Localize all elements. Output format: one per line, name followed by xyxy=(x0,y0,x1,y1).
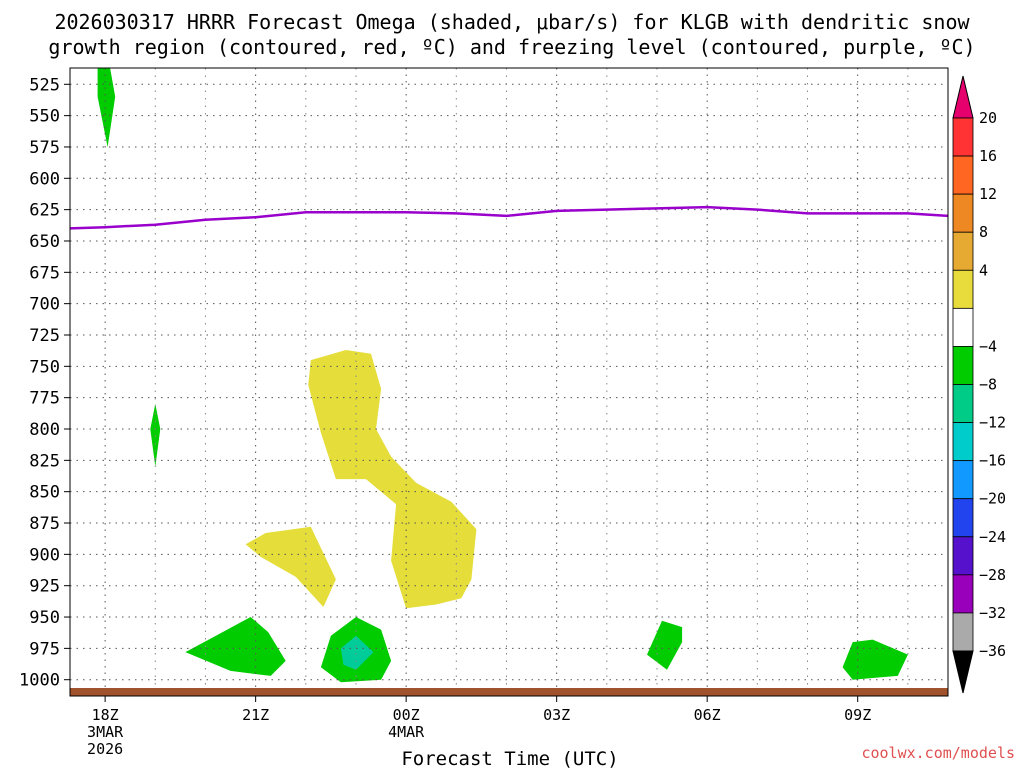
colorbar-segment xyxy=(952,231,974,271)
colorbar-label: 12 xyxy=(979,185,997,203)
colorbar-bottom-arrow xyxy=(952,650,974,694)
plot-frame xyxy=(69,67,949,697)
colorbar-segment xyxy=(952,193,974,233)
ground-strip xyxy=(70,688,948,696)
colorbar-segment xyxy=(952,612,974,652)
colorbar-segment xyxy=(952,498,974,538)
colorbar-label: −12 xyxy=(979,414,1006,432)
colorbar-label: −36 xyxy=(979,642,1006,660)
omega-region-green xyxy=(185,617,286,676)
y-tick-label: 550 xyxy=(29,107,60,127)
colorbar-segment xyxy=(952,536,974,576)
y-tick-label: 575 xyxy=(29,138,60,158)
colorbar-segment xyxy=(952,155,974,195)
colorbar-segment xyxy=(952,422,974,462)
x-tick-label: 03Z xyxy=(543,706,570,724)
colorbar-label: −32 xyxy=(979,604,1006,622)
omega-region-green xyxy=(647,620,683,670)
chart-title-line2: growth region (contoured, red, ºC) and f… xyxy=(48,35,975,59)
y-tick-label: 675 xyxy=(29,263,60,283)
x-tick-label: 21Z xyxy=(242,706,269,724)
x-axis-label: Forecast Time (UTC) xyxy=(401,748,618,768)
x-tick-label: 18Z xyxy=(92,706,119,724)
y-tick-label: 650 xyxy=(29,232,60,252)
colorbar-label: 8 xyxy=(979,223,988,241)
colorbar-label: −4 xyxy=(979,337,997,355)
y-tick-label: 825 xyxy=(29,451,60,471)
colorbar-segment xyxy=(952,269,974,309)
colorbar: 20 16 12 8 4 −4 −8 −12 −16 −20 −24 −28 −32 −36 xyxy=(952,75,1006,694)
colorbar-label: 16 xyxy=(979,147,997,165)
y-tick-label: 850 xyxy=(29,483,60,503)
omega-region-green xyxy=(842,639,908,680)
colorbar-label: −16 xyxy=(979,452,1006,470)
omega-region-teal xyxy=(340,635,374,670)
y-tick-label: 725 xyxy=(29,326,60,346)
colorbar-segment xyxy=(952,307,974,347)
colorbar-segment xyxy=(952,574,974,614)
y-tick-label: 875 xyxy=(29,514,60,534)
colorbar-segment xyxy=(952,117,974,157)
y-tick-label: 950 xyxy=(29,608,60,628)
y-tick-label: 975 xyxy=(29,639,60,659)
colorbar-segment xyxy=(952,384,974,423)
credit-label: coolwx.com/models xyxy=(861,744,1015,762)
colorbar-label: −8 xyxy=(979,376,997,394)
x-tick-label: 09Z xyxy=(844,706,871,724)
x-tick-label: 06Z xyxy=(694,706,721,724)
x-tick-date: 3MAR xyxy=(87,723,124,741)
y-tick-label: 800 xyxy=(29,420,60,440)
y-tick-label: 925 xyxy=(29,577,60,597)
omega-region-yellow xyxy=(245,526,336,607)
chart-title-line1: 2026030317 HRRR Forecast Omega (shaded, … xyxy=(54,10,970,34)
freezing-level-line xyxy=(69,205,949,230)
y-tick-label: 900 xyxy=(29,545,60,565)
colorbar-segment xyxy=(952,460,974,500)
x-tick-label: 00Z xyxy=(393,706,420,724)
colorbar-label: 4 xyxy=(979,261,988,279)
x-tick-year: 2026 xyxy=(87,740,123,758)
y-tick-label: 525 xyxy=(29,75,60,95)
y-tick-label: 1000 xyxy=(19,671,60,691)
colorbar-segment xyxy=(952,346,974,385)
omega-region-green xyxy=(150,403,161,467)
omega-region-yellow xyxy=(308,350,477,609)
colorbar-label: −20 xyxy=(979,490,1006,508)
y-tick-label: 775 xyxy=(29,389,60,409)
x-tick-date: 4MAR xyxy=(388,723,425,741)
plot-area: 525 550 575 600 625 650 675 700 725 750 775 800 825 8… xyxy=(19,67,949,758)
y-tick-label: 750 xyxy=(29,357,60,377)
omega-region-green xyxy=(97,68,116,147)
y-tick-label: 625 xyxy=(29,201,60,221)
colorbar-label: −24 xyxy=(979,528,1006,546)
y-tick-label: 700 xyxy=(29,295,60,315)
colorbar-label: 20 xyxy=(979,109,997,127)
colorbar-top-arrow xyxy=(952,75,974,119)
y-tick-label: 600 xyxy=(29,169,60,189)
omega-shading xyxy=(97,68,908,683)
colorbar-label: −28 xyxy=(979,566,1006,584)
